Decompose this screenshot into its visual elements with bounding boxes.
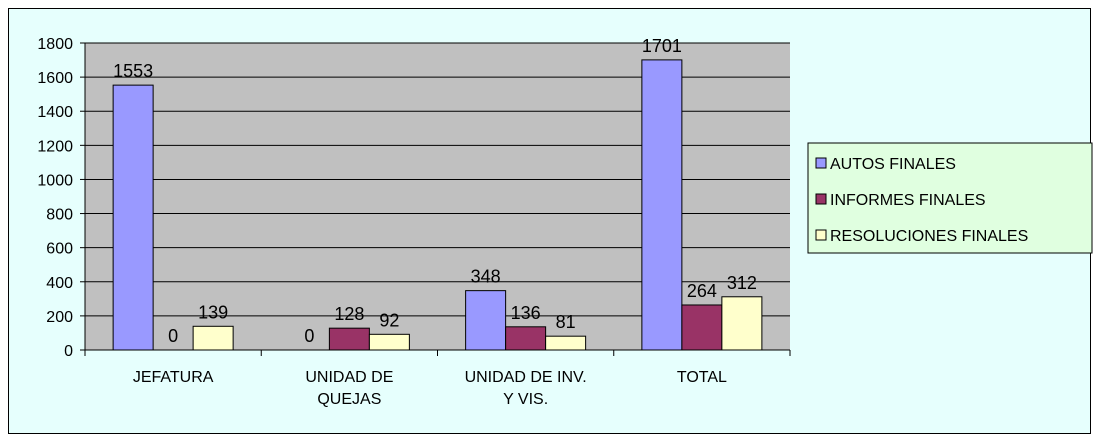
legend-label: RESOLUCIONES FINALES: [830, 228, 1028, 245]
data-label: 348: [471, 267, 501, 287]
legend-box: [807, 142, 1093, 254]
x-tick-label: UNIDAD DE QUEJAS: [305, 369, 393, 408]
bar: [465, 290, 507, 351]
data-label: 0: [304, 326, 314, 346]
bar: [721, 296, 763, 351]
y-tick-label: 1600: [37, 70, 73, 87]
data-label: 0: [168, 326, 178, 346]
bar: [545, 335, 587, 351]
bar: [192, 325, 234, 351]
legend-swatch: [815, 229, 827, 241]
data-label: 1553: [113, 61, 153, 81]
y-tick-label: 1400: [37, 104, 73, 121]
y-tick-label: 1800: [37, 36, 73, 53]
y-tick-label: 1200: [37, 138, 73, 155]
data-label: 139: [198, 302, 228, 322]
y-tick-label: 200: [46, 309, 73, 326]
y-tick-label: 0: [64, 343, 73, 360]
legend-swatch: [815, 193, 827, 205]
x-tick-label: TOTAL: [677, 369, 727, 386]
data-label: 1701: [642, 36, 682, 56]
data-label: 81: [556, 312, 576, 332]
x-tick-label: UNIDAD DE INV. Y VIS.: [465, 369, 587, 408]
legend-swatch: [815, 157, 827, 169]
bar: [112, 84, 154, 351]
bar: [328, 327, 370, 351]
bar: [681, 304, 723, 351]
data-label: 92: [379, 310, 399, 330]
legend-label: INFORMES FINALES: [830, 192, 986, 209]
data-label: 136: [511, 303, 541, 323]
x-tick-label: JEFATURA: [133, 369, 214, 386]
y-tick-label: 600: [46, 241, 73, 258]
plot-area: [85, 43, 790, 350]
bar: [368, 333, 410, 351]
bar: [641, 59, 683, 351]
y-tick-label: 400: [46, 275, 73, 292]
data-label: 264: [687, 281, 717, 301]
legend-label: AUTOS FINALES: [830, 156, 956, 173]
data-label: 128: [334, 304, 364, 324]
y-tick-label: 1000: [37, 172, 73, 189]
data-label: 312: [727, 273, 757, 293]
bar: [505, 326, 547, 351]
y-tick-label: 800: [46, 207, 73, 224]
